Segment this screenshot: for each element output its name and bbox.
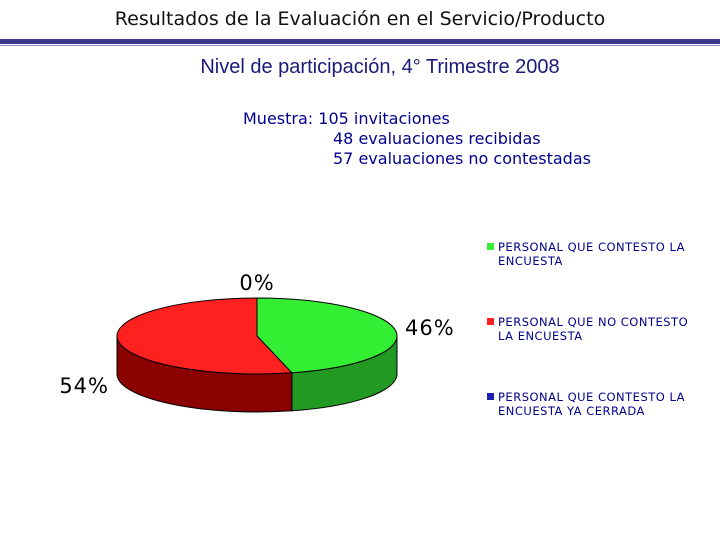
pie-label-cerrada: 0% <box>239 271 274 295</box>
legend-swatch-cerrada <box>487 393 494 400</box>
pie-slice-no-contesto <box>116 297 293 375</box>
legend-label-contesto: PERSONAL QUE CONTESTO LA ENCUESTA <box>498 240 686 268</box>
sample-summary: Muestra: 105 invitaciones 48 evaluacione… <box>243 109 591 169</box>
sample-line-2: 48 evaluaciones recibidas <box>333 129 541 148</box>
sample-line-3: 57 evaluaciones no contestadas <box>333 149 591 168</box>
pie-slice-contesto <box>256 297 398 374</box>
slide-header: Resultados de la Evaluación en el Servic… <box>114 8 606 30</box>
sample-line-1: Muestra: 105 invitaciones <box>243 109 450 128</box>
chart-title: Nivel de participación, 4° Trimestre 200… <box>200 56 560 78</box>
legend-label-cerrada: PERSONAL QUE CONTESTO LA ENCUESTA YA CER… <box>498 390 686 418</box>
legend-label-no-contesto: PERSONAL QUE NO CONTESTO LA ENCUESTA <box>498 315 689 343</box>
pie-label-no-contesto: 54% <box>59 374 109 398</box>
legend-swatch-contesto <box>487 243 494 250</box>
header-divider <box>0 39 720 44</box>
header-divider-thin <box>0 45 720 46</box>
legend-swatch-no-contesto <box>487 318 494 325</box>
pie-label-contesto: 46% <box>405 316 455 340</box>
